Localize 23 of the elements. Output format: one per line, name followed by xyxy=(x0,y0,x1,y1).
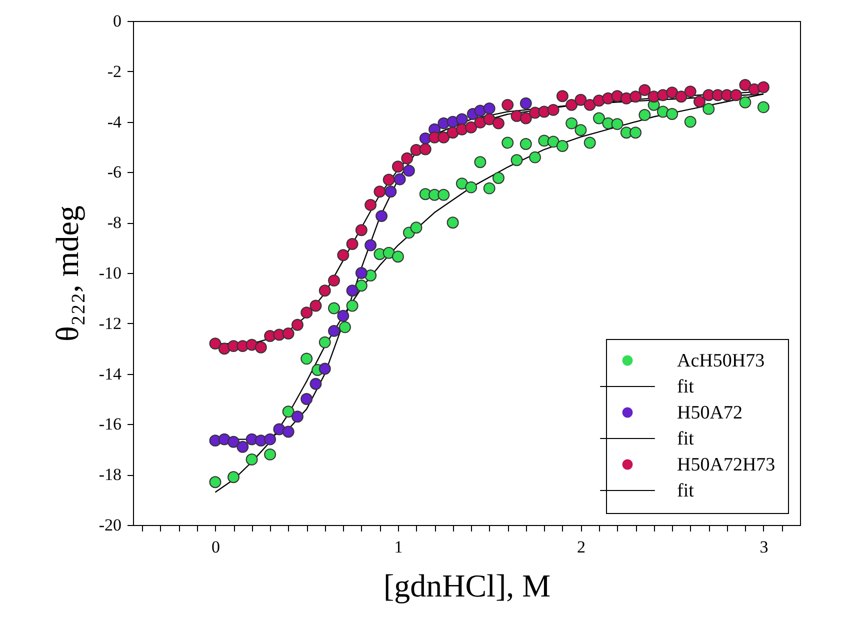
y-axis-title: θ₂₂₂, mdeg xyxy=(48,206,85,342)
x-tick-label: 3 xyxy=(760,538,768,556)
legend-label: fit xyxy=(677,376,695,398)
y-tick-label: -8 xyxy=(107,213,122,232)
y-tick-label: -2 xyxy=(107,62,122,81)
y-tick-label: -18 xyxy=(98,465,122,484)
x-tick-label: 1 xyxy=(394,538,403,556)
x-axis-title: [gdnHCl], M xyxy=(383,568,551,604)
x-tick-label: 0 xyxy=(211,538,220,556)
legend-label: H50A72 xyxy=(677,402,742,424)
y-tick-label: 0 xyxy=(113,12,122,30)
y-tick-label: -12 xyxy=(98,314,122,333)
y-tick-label: -4 xyxy=(107,112,122,132)
y-tick-label: -10 xyxy=(98,264,122,282)
y-tick-label: -14 xyxy=(98,364,122,384)
y-tick-label: -20 xyxy=(98,516,122,534)
legend-label: H50A72H73 xyxy=(677,454,776,476)
x-tick-label: 2 xyxy=(576,538,586,556)
y-tick-label: -16 xyxy=(98,414,122,434)
legend-label: AcH50H73 xyxy=(677,350,765,372)
legend-label: fit xyxy=(677,428,695,450)
y-tick-label: -6 xyxy=(107,162,122,182)
legend-label: fit xyxy=(677,480,695,502)
